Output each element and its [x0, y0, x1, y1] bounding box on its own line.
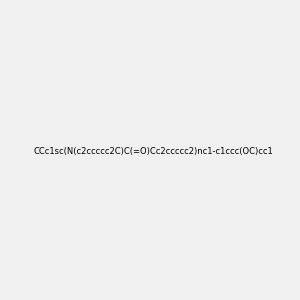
Text: CCc1sc(N(c2ccccc2C)C(=O)Cc2ccccc2)nc1-c1ccc(OC)cc1: CCc1sc(N(c2ccccc2C)C(=O)Cc2ccccc2)nc1-c1…	[34, 147, 274, 156]
